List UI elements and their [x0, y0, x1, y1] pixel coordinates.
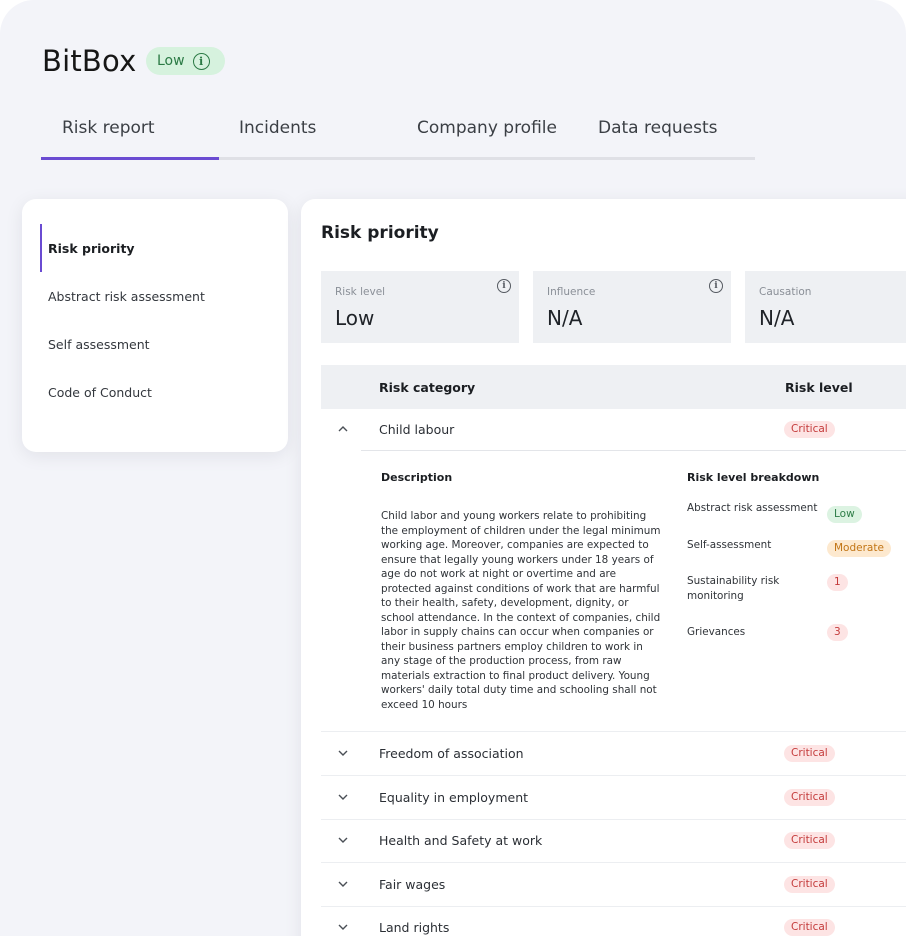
table-row[interactable]: Health and Safety at work Critical	[321, 820, 906, 863]
risk-category-name: Fair wages	[379, 877, 446, 892]
metric-value: Low	[335, 306, 375, 330]
metric-label: Influence	[547, 286, 596, 298]
metric-label: Risk level	[335, 286, 386, 298]
metric-card-causation: Causation N/A	[745, 271, 906, 343]
risk-category-name: Health and Safety at work	[379, 833, 543, 848]
risk-priority-panel: Risk priority Risk level Low i Influence…	[301, 199, 906, 936]
breakdown-label: Self-assessment	[687, 539, 772, 551]
table-row[interactable]: Equality in employment Critical	[321, 777, 906, 820]
nav-item-self-assessment[interactable]: Self assessment	[48, 337, 150, 352]
breakdown-badge: Low	[827, 506, 862, 523]
risk-level-badge: Critical	[784, 832, 835, 849]
nav-item-abstract-risk-assessment[interactable]: Abstract risk assessment	[48, 289, 205, 304]
active-section-indicator	[40, 224, 42, 272]
info-icon[interactable]: i	[497, 279, 511, 293]
breakdown-badge: 1	[827, 574, 848, 591]
column-header-risk-category: Risk category	[379, 380, 476, 395]
risk-level-badge: Critical	[784, 421, 835, 438]
risk-level-pill[interactable]: Low i	[146, 47, 225, 75]
risk-category-name: Equality in employment	[379, 790, 529, 805]
section-nav: Risk priority Abstract risk assessment S…	[22, 199, 288, 452]
description-heading: Description	[381, 471, 453, 484]
info-icon[interactable]: i	[709, 279, 723, 293]
breakdown-label: Abstract risk assessment	[687, 502, 818, 514]
chevron-down-icon[interactable]	[337, 791, 349, 803]
chevron-up-icon[interactable]	[337, 423, 349, 435]
breakdown-badge: 3	[827, 624, 848, 641]
breakdown-label: Grievances	[687, 626, 746, 638]
chevron-down-icon[interactable]	[337, 921, 349, 933]
tab-data-requests[interactable]: Data requests	[598, 118, 718, 138]
table-header: Risk category Risk level	[321, 365, 906, 409]
risk-category-name: Land rights	[379, 920, 450, 935]
table-row-expanded[interactable]: Child labour Critical	[321, 409, 906, 452]
expanded-row-bottom-divider	[321, 731, 906, 732]
nav-item-code-of-conduct[interactable]: Code of Conduct	[48, 385, 152, 400]
description-text: Child labor and young workers relate to …	[381, 510, 661, 711]
risk-level-badge: Critical	[784, 919, 835, 936]
nav-item-risk-priority[interactable]: Risk priority	[48, 241, 135, 256]
risk-category-name: Freedom of association	[379, 746, 524, 761]
column-header-risk-level: Risk level	[785, 380, 853, 395]
table-row[interactable]: Land rights Critical	[321, 907, 906, 936]
breakdown-label: Sustainability risk monitoring	[687, 575, 780, 602]
metric-value: N/A	[759, 306, 795, 330]
chevron-down-icon[interactable]	[337, 834, 349, 846]
metric-card-influence: Influence N/A i	[533, 271, 731, 343]
breakdown-heading: Risk level breakdown	[687, 471, 820, 484]
metric-value: N/A	[547, 306, 583, 330]
metric-label: Causation	[759, 286, 812, 298]
risk-level-pill-label: Low	[157, 53, 185, 69]
info-icon[interactable]: i	[192, 52, 210, 70]
chevron-down-icon[interactable]	[337, 878, 349, 890]
table-row[interactable]: Freedom of association Critical	[321, 733, 906, 776]
expanded-row-divider	[361, 450, 906, 451]
tab-bar: Risk report Incidents Company profile Da…	[41, 108, 755, 160]
tab-company-profile[interactable]: Company profile	[417, 118, 557, 138]
breakdown-badge: Moderate	[827, 540, 891, 557]
risk-level-badge: Critical	[784, 745, 835, 762]
risk-level-badge: Critical	[784, 789, 835, 806]
chevron-down-icon[interactable]	[337, 747, 349, 759]
tab-incidents[interactable]: Incidents	[239, 118, 317, 138]
risk-category-name: Child labour	[379, 422, 455, 437]
active-tab-indicator	[41, 157, 219, 160]
risk-level-badge: Critical	[784, 876, 835, 893]
company-name: BitBox	[42, 44, 137, 78]
section-title: Risk priority	[321, 223, 439, 243]
table-row[interactable]: Fair wages Critical	[321, 864, 906, 907]
metric-card-risk-level: Risk level Low i	[321, 271, 519, 343]
tab-bar-divider	[41, 157, 755, 160]
tab-risk-report[interactable]: Risk report	[62, 118, 155, 138]
